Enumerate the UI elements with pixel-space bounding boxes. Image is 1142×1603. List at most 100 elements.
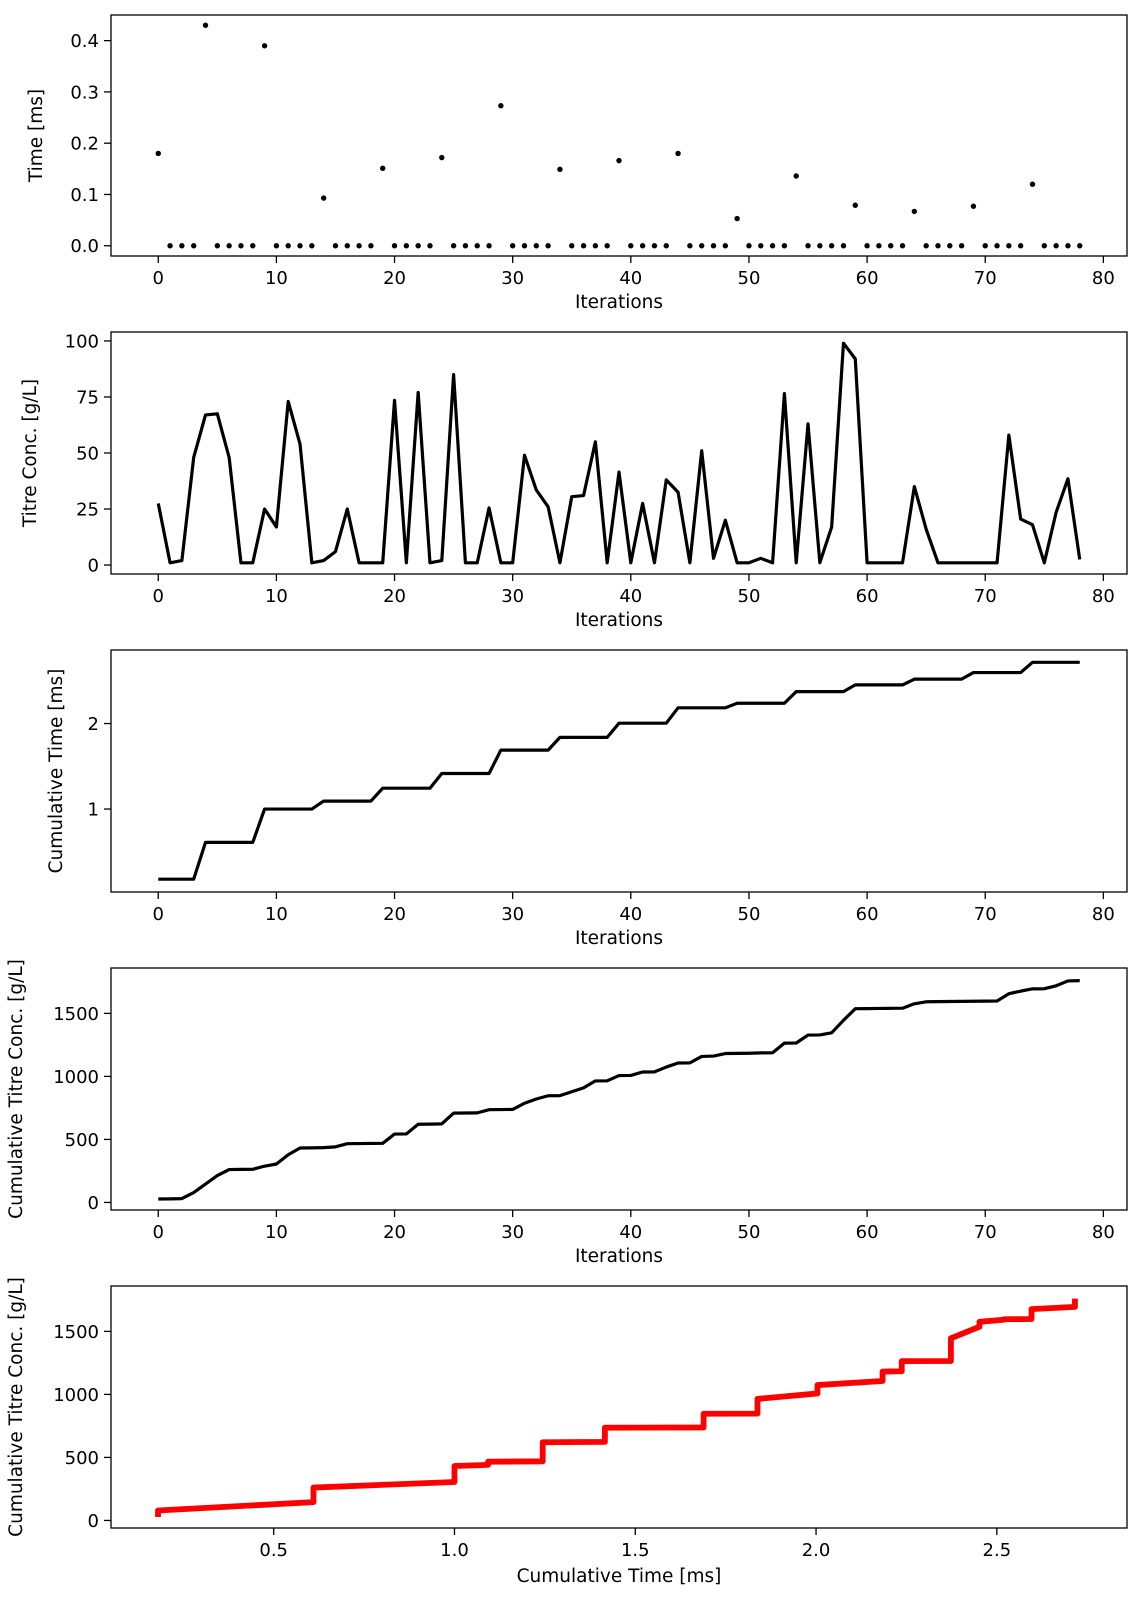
y-tick-label: 0.2: [70, 134, 99, 155]
y-tick-label: 1000: [53, 1385, 99, 1406]
y-axis-label: Cumulative Time [ms]: [46, 669, 67, 874]
x-tick-label: 1.0: [440, 1540, 469, 1561]
data-point: [297, 243, 303, 249]
x-tick-label: 80: [1092, 904, 1115, 925]
x-tick-label: 20: [383, 904, 406, 925]
data-point: [380, 165, 386, 172]
data-point: [179, 243, 185, 249]
x-tick-label: 60: [856, 268, 879, 289]
data-point: [533, 243, 539, 249]
x-tick-label: 80: [1092, 1222, 1115, 1243]
x-tick-label: 10: [265, 268, 288, 289]
x-tick-label: 40: [619, 586, 642, 607]
x-tick-label: 50: [738, 904, 761, 925]
data-point: [285, 243, 291, 249]
x-tick-label: 10: [265, 1222, 288, 1243]
x-axis-label: Iterations: [575, 610, 663, 631]
data-point: [699, 243, 705, 249]
chart-panel-4: 0 10 20 30 40 50 60 70 80 0 500 1000 1500 Iterations C…: [6, 959, 1128, 1267]
data-point: [521, 243, 528, 249]
data-point: [486, 243, 492, 249]
data-point: [580, 243, 587, 249]
y-axis-label: Cumulative Titre Conc. [g/L]: [6, 959, 27, 1219]
data-point: [273, 243, 280, 249]
chart-panel-3: 0 10 20 30 40 50 60 70 80 1 2 Iterations Cumulative …: [46, 649, 1128, 949]
data-point: [557, 166, 563, 173]
y-tick-label: 50: [76, 444, 99, 465]
x-tick-label: 60: [856, 904, 879, 925]
x-axis-label: Iterations: [575, 928, 663, 949]
data-point: [852, 202, 858, 208]
data-point: [545, 243, 551, 249]
data-point: [722, 243, 729, 249]
data-point: [167, 243, 173, 249]
data-point: [663, 243, 669, 249]
x-tick-label: 70: [974, 904, 997, 925]
data-point: [899, 243, 906, 249]
y-tick-label: 1000: [53, 1067, 99, 1088]
x-tick-label: 20: [383, 1222, 406, 1243]
data-point: [592, 243, 599, 249]
data-point: [734, 215, 740, 222]
data-point: [888, 243, 894, 249]
data-point: [769, 243, 776, 249]
plot-frame: [110, 14, 1128, 257]
data-point: [403, 243, 410, 249]
data-point: [320, 195, 327, 201]
x-tick-label: 40: [619, 904, 642, 925]
data-point: [474, 243, 480, 249]
data-point: [344, 243, 350, 249]
x-tick-label: 0: [153, 268, 164, 289]
data-point: [1017, 243, 1024, 249]
y-tick-label: 25: [76, 500, 99, 521]
data-point: [261, 43, 268, 49]
y-tick-label: 1: [88, 800, 99, 821]
data-point: [982, 243, 988, 249]
data-point: [1053, 243, 1059, 249]
x-axis-label: Cumulative Time [ms]: [517, 1566, 722, 1587]
data-point: [616, 157, 622, 164]
plot-frame: [110, 649, 1128, 893]
data-point: [840, 243, 847, 249]
y-axis-label: Time [ms]: [26, 89, 47, 183]
x-tick-label: 50: [738, 268, 761, 289]
plot-frame: [110, 1285, 1128, 1529]
y-tick-label: 0.0: [70, 236, 99, 257]
y-tick-label: 0: [88, 556, 99, 577]
data-point: [639, 243, 646, 249]
x-tick-label: 30: [501, 1222, 524, 1243]
data-point: [427, 243, 433, 249]
x-tick-label: 10: [265, 586, 288, 607]
data-point: [604, 243, 610, 249]
chart-panel-1: 0 10 20 30 40 50 60 70 80 0.0 0.1 0.2 0.3 0.4 Iteratio…: [26, 14, 1128, 313]
data-point: [1077, 243, 1083, 249]
data-point: [368, 243, 374, 249]
data-point: [202, 22, 209, 28]
data-point: [498, 103, 504, 109]
plot-frame: [110, 331, 1128, 575]
data-point: [911, 208, 918, 215]
x-axis-label: Iterations: [575, 1246, 663, 1267]
y-tick-label: 0.3: [70, 82, 99, 103]
series-line: [158, 979, 1080, 1201]
x-tick-label: 60: [856, 586, 879, 607]
data-point: [356, 243, 362, 249]
x-tick-label: 0: [153, 586, 164, 607]
x-axis-label: Iterations: [575, 292, 663, 313]
x-tick-label: 50: [738, 586, 761, 607]
data-point: [439, 154, 445, 161]
x-tick-label: 40: [619, 1222, 642, 1243]
data-point: [651, 243, 658, 249]
data-point: [793, 173, 799, 179]
x-tick-label: 70: [974, 1222, 997, 1243]
x-tick-label: 1.5: [621, 1540, 650, 1561]
data-point: [391, 243, 398, 249]
x-tick-label: 20: [383, 586, 406, 607]
chart-panel-2: 0 10 20 30 40 50 60 70 80 0 25 50 75 100 Iterations Tit…: [20, 331, 1128, 631]
x-tick-label: 80: [1092, 586, 1115, 607]
data-point: [238, 243, 244, 249]
data-point: [710, 243, 717, 249]
y-tick-label: 2: [88, 714, 99, 735]
x-tick-label: 2.0: [802, 1540, 831, 1561]
series-line: [158, 660, 1080, 881]
